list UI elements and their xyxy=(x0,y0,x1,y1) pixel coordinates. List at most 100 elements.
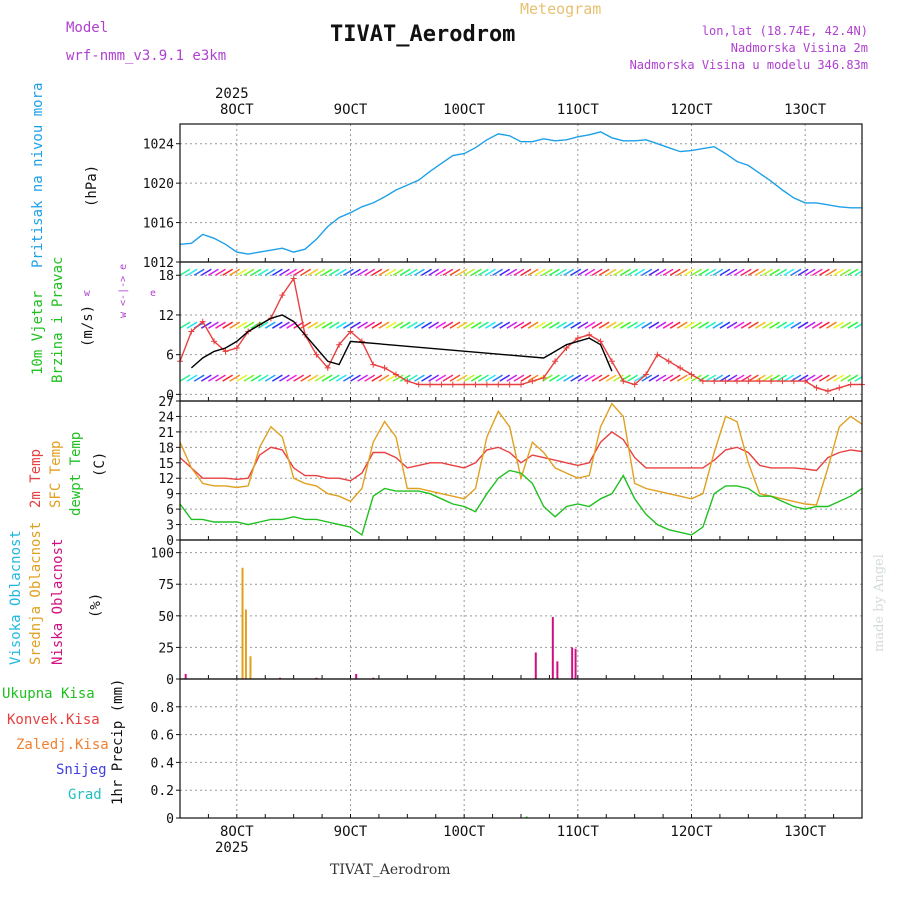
wind-barb xyxy=(598,268,610,276)
wind-barb xyxy=(818,374,830,382)
wind-barb xyxy=(271,268,283,276)
wind-speed-marker xyxy=(813,384,820,391)
wind-barb xyxy=(271,374,283,382)
wind-barb xyxy=(414,374,425,382)
wind-barb xyxy=(456,268,468,276)
wind-barb xyxy=(563,268,575,276)
wind-barb xyxy=(833,268,844,276)
model-name: wrf-nmm_v3.9.1 e3km xyxy=(66,48,227,64)
wind-barb xyxy=(236,268,248,276)
y-tick-label: 0.6 xyxy=(151,729,174,744)
wind-barb xyxy=(698,321,709,329)
wind-barb xyxy=(485,374,496,382)
wind-barb xyxy=(854,323,862,329)
wind-barb xyxy=(627,374,638,382)
wind-barb xyxy=(236,321,248,329)
wind-barb xyxy=(215,374,226,382)
wind-speed-marker xyxy=(586,331,593,338)
wind-speed-marker xyxy=(336,341,343,348)
wind-barb xyxy=(804,268,816,276)
wind-barb xyxy=(477,374,489,382)
wind-barb xyxy=(726,321,738,329)
wind-barb xyxy=(499,268,511,276)
wind-barb xyxy=(783,268,795,276)
wind-barb xyxy=(477,321,489,329)
y-tick-label: 0.8 xyxy=(151,701,174,716)
wind-barb xyxy=(406,374,418,382)
wind-barb xyxy=(698,268,709,276)
wind-speed-marker xyxy=(211,338,218,345)
wind-barb xyxy=(662,268,674,276)
wind-barb xyxy=(271,321,283,329)
wind-barb xyxy=(591,374,603,382)
bottom-time-tick-label: 12OCT xyxy=(670,824,713,840)
wind-barb xyxy=(357,268,368,276)
wind-speed-marker xyxy=(438,381,445,388)
y-tick-label: 1024 xyxy=(143,138,174,153)
wind-barb xyxy=(378,374,390,382)
bottom-time-tick-label: 10OCT xyxy=(443,824,486,840)
top-time-tick-label: 9OCT xyxy=(334,102,368,118)
wind-speed-marker xyxy=(745,378,752,385)
wind-speed-marker xyxy=(404,378,411,385)
wind-barb xyxy=(570,321,582,329)
wind-barb xyxy=(605,321,617,329)
wind-barb xyxy=(804,321,816,329)
wind-speed-marker xyxy=(768,378,775,385)
wind-speed-marker xyxy=(563,345,570,352)
y-tick-label: 27 xyxy=(158,395,174,410)
wind-barb xyxy=(840,268,852,276)
y-tick-label: 18 xyxy=(158,269,174,284)
wind-barb xyxy=(790,374,802,382)
wind-barb xyxy=(811,268,823,276)
wind-barb xyxy=(577,374,589,382)
wind-barb xyxy=(769,268,781,276)
wind-barb xyxy=(655,321,667,329)
wind-barb xyxy=(740,268,752,276)
wind-barb xyxy=(818,321,830,329)
bottom-time-tick-label: 13OCT xyxy=(784,824,827,840)
wind-barb xyxy=(513,268,525,276)
series-line xyxy=(180,469,862,537)
y-tick-label: 12 xyxy=(158,309,174,324)
page-title: TIVAT_Aerodrom xyxy=(330,22,516,47)
wind-barb xyxy=(307,374,319,382)
y-tick-label: 1020 xyxy=(143,177,174,192)
wind-barb xyxy=(399,268,411,276)
wind-barb xyxy=(669,321,681,329)
wind-barb xyxy=(549,374,560,382)
model-label: Model xyxy=(66,20,109,36)
precip-legend-graupel: Grad xyxy=(68,787,102,803)
wind-speed-marker xyxy=(199,318,206,325)
wind-barb xyxy=(208,374,219,382)
wind-barb xyxy=(186,268,198,276)
wind-barb xyxy=(563,374,575,382)
wind-speed-marker xyxy=(461,381,468,388)
y-tick-label: 25 xyxy=(158,641,174,656)
wind-barb xyxy=(257,374,269,382)
wind-barb xyxy=(243,374,255,382)
wind-barb xyxy=(648,374,660,382)
wind-barb xyxy=(506,321,518,329)
wind-barb xyxy=(627,321,638,329)
wind-barb xyxy=(684,374,695,382)
wind-barb xyxy=(520,268,532,276)
wind-barb xyxy=(598,374,610,382)
wind-barb xyxy=(378,268,390,276)
wind-barb xyxy=(641,374,653,382)
wind-speed-marker xyxy=(233,345,240,352)
wind-barb xyxy=(371,374,383,382)
y-tick-label: 1012 xyxy=(143,256,174,271)
wind-barb xyxy=(762,374,773,382)
wind-barb xyxy=(350,321,361,329)
wind-barb xyxy=(463,268,475,276)
wind-speed-marker xyxy=(324,364,331,371)
wind-barb xyxy=(200,268,212,276)
y-tick-label: 0 xyxy=(166,534,174,549)
wind-speed-marker xyxy=(347,328,354,335)
wind-barb xyxy=(392,374,404,382)
series-line xyxy=(180,402,862,506)
wind-barb xyxy=(783,321,795,329)
wind-barb xyxy=(762,321,773,329)
